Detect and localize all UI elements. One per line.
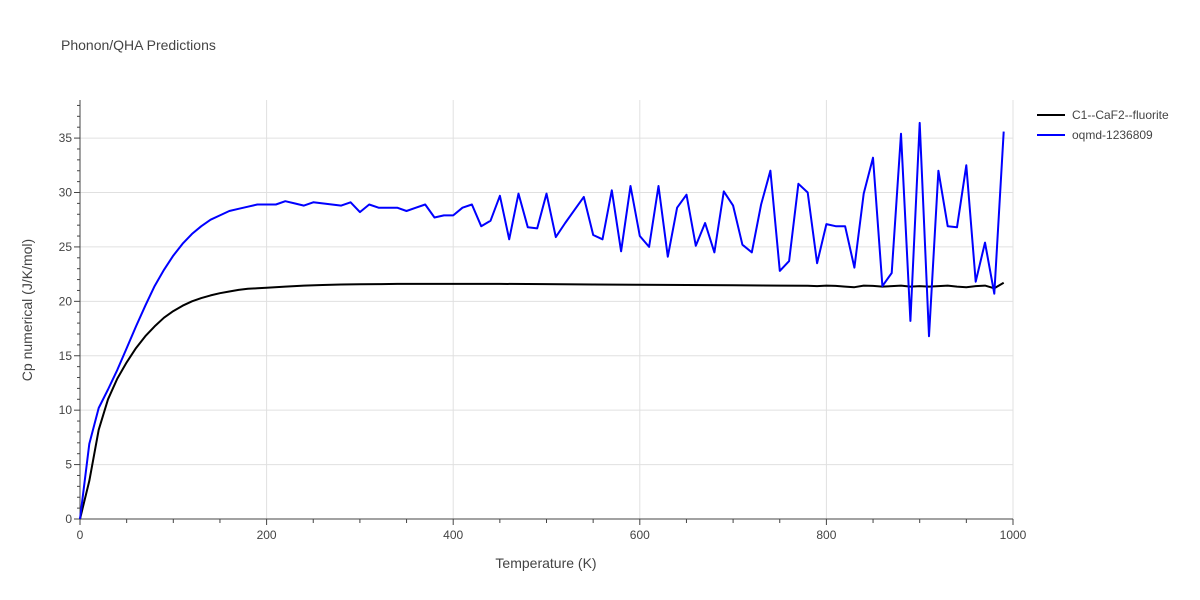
chart-title: Phonon/QHA Predictions [61,37,216,53]
y-tick-label: 10 [59,403,73,417]
y-tick-label: 5 [65,458,72,472]
x-tick-label: 0 [77,528,84,542]
y-tick-label: 25 [59,240,73,254]
y-tick-label: 35 [59,131,73,145]
y-tick-label: 20 [59,294,73,308]
series-line-2[interactable] [79,121,1005,520]
x-tick-label: 800 [816,528,836,542]
x-tick-label: 200 [257,528,277,542]
legend[interactable]: C1--CaF2--fluorite oqmd-1236809 [1037,108,1169,142]
x-axis-title: Temperature (K) [495,555,596,571]
y-axis-title: Cp numerical (J/K/mol) [19,239,35,381]
series-line-1[interactable] [79,281,1005,520]
y-tick-label: 30 [59,186,73,200]
x-tick-label: 1000 [1000,528,1027,542]
axes-layer: 0 200 400 600 800 1000 0 5 10 15 20 25 30 35 [59,100,1027,542]
legend-label-1[interactable]: C1--CaF2--fluorite [1072,108,1169,122]
legend-label-2[interactable]: oqmd-1236809 [1072,128,1153,142]
x-tick-label: 600 [630,528,650,542]
y-tick-label: 15 [59,349,73,363]
plot-area [79,121,1005,520]
y-tick-label: 0 [65,512,72,526]
x-tick-label: 400 [443,528,463,542]
